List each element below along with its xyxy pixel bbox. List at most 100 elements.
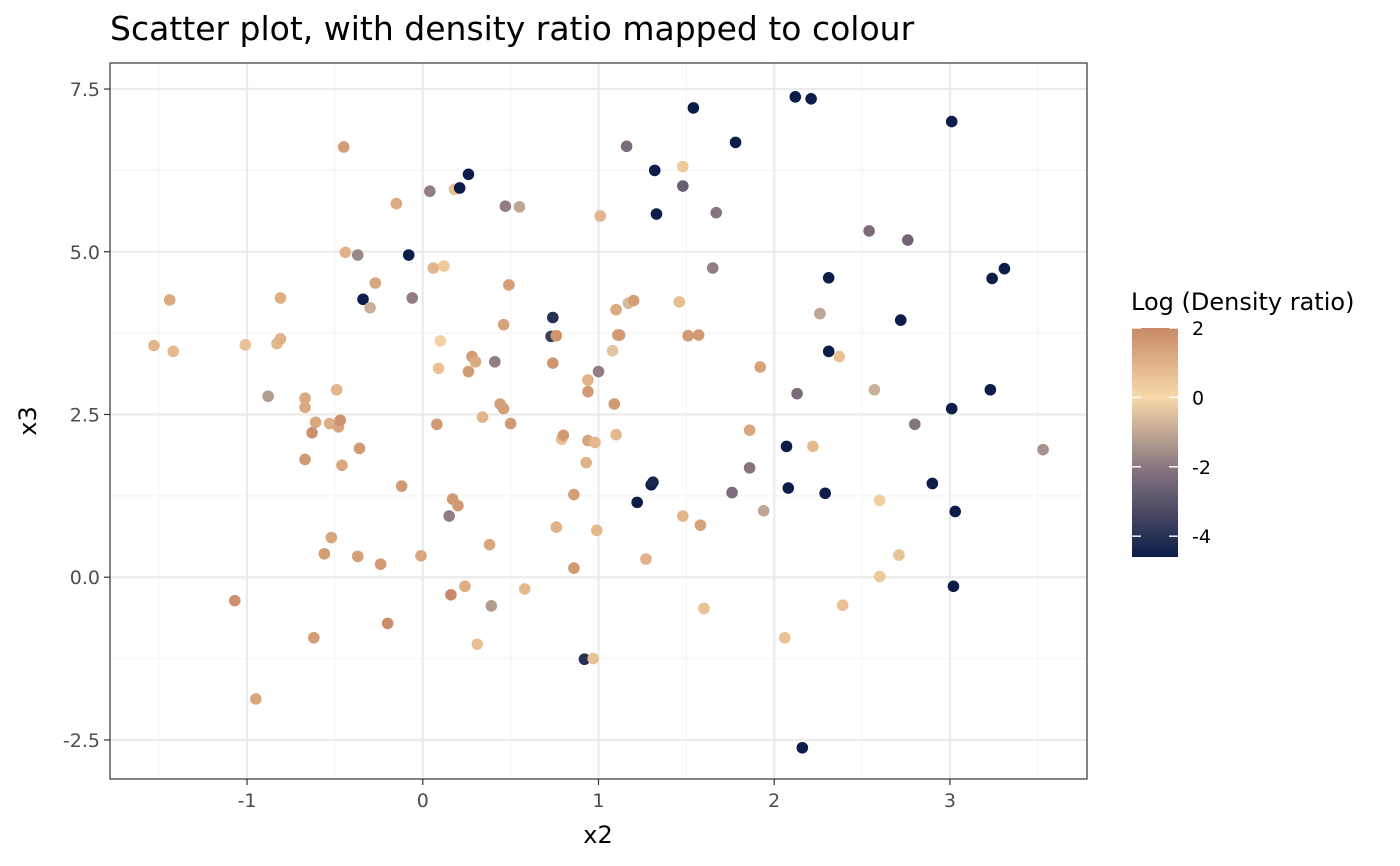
scatter-point (337, 141, 350, 153)
scatter-point (673, 296, 686, 308)
scatter-point (325, 531, 338, 544)
scatter-point (424, 185, 436, 198)
scatter-point (677, 180, 689, 192)
legend-tick-label: -2 (1192, 457, 1211, 479)
scatter-point (580, 456, 592, 469)
scatter-point (780, 440, 793, 453)
scatter-point (308, 631, 320, 644)
scatter-point (986, 272, 998, 285)
scatter-point (381, 617, 394, 630)
scatter-point (339, 246, 352, 259)
x-axis-title: x2 (583, 821, 612, 849)
scatter-point (698, 602, 710, 615)
scatter-point (729, 136, 742, 149)
scatter-point (330, 383, 343, 396)
scatter-point (513, 201, 526, 213)
scatter-point (677, 510, 689, 522)
scatter-point (406, 292, 419, 304)
y-axis: -2.5 0.0 2.5 5.0 7.5 (63, 79, 110, 752)
x-tick-label: 1 (592, 790, 604, 812)
scatter-point (557, 429, 570, 442)
scatter-point (805, 93, 817, 105)
scatter-point (868, 383, 881, 396)
scatter-point (306, 426, 318, 439)
scatter-point (873, 570, 886, 583)
scatter-point (148, 339, 160, 352)
scatter-point (836, 599, 849, 612)
scatter-point (503, 279, 515, 291)
scatter-point (587, 652, 600, 665)
colour-legend: Log (Density ratio) 2 0 -2 -4 (1131, 288, 1354, 557)
scatter-point (947, 580, 960, 593)
scatter-point (926, 477, 939, 490)
scatter-point (578, 653, 591, 666)
scatter-point (323, 417, 336, 430)
scatter-point (893, 549, 905, 561)
legend-tick-label: -4 (1192, 526, 1211, 548)
scatter-point (726, 486, 738, 499)
scatter-point (694, 519, 707, 531)
scatter-point (489, 355, 501, 368)
legend-colourbar (1132, 328, 1178, 557)
x-axis: -1 0 1 2 3 (238, 779, 956, 812)
x-tick-label: -1 (238, 790, 257, 812)
scatter-point (592, 365, 605, 378)
scatter-point (476, 411, 489, 423)
scatter-point (608, 398, 621, 410)
scatter-point (582, 385, 594, 398)
scatter-point (814, 307, 826, 320)
plot-panel (109, 62, 1088, 780)
scatter-point (743, 424, 756, 436)
scatter-point (402, 249, 415, 261)
scatter-point (445, 588, 457, 601)
scatter-point (613, 329, 626, 341)
scatter-point (650, 208, 663, 220)
scatter-point (364, 301, 376, 314)
scatter-point (369, 277, 382, 289)
scatter-point (336, 459, 348, 472)
scatter-point (167, 345, 180, 358)
scatter-point (606, 344, 619, 357)
scatter-point (239, 339, 252, 351)
scatter-point (789, 91, 802, 103)
scatter-point (822, 272, 835, 284)
scatter-point (796, 741, 809, 754)
scatter-point (483, 538, 496, 551)
scatter-point (459, 580, 471, 593)
scatter-point (682, 329, 694, 342)
y-tick-label: -2.5 (63, 730, 100, 752)
scatter-point (434, 335, 447, 347)
scatter-point (453, 182, 466, 194)
scatter-point (833, 350, 846, 363)
scatter-point (469, 355, 482, 368)
scatter-point (547, 311, 559, 324)
scatter-point (710, 206, 723, 219)
scatter-point (443, 510, 455, 522)
scatter-point (754, 361, 766, 373)
scatter-point (250, 693, 262, 705)
y-tick-label: 2.5 (70, 404, 100, 426)
scatter-point (504, 417, 517, 430)
scatter-point (984, 383, 997, 396)
scatter-point (395, 480, 408, 492)
scatter-point (471, 638, 484, 651)
legend-title: Log (Density ratio) (1131, 288, 1354, 316)
scatter-point (620, 140, 633, 153)
scatter-point (863, 225, 875, 237)
scatter-point (677, 160, 689, 173)
scatter-point (351, 550, 364, 563)
scatter-point (299, 453, 311, 466)
scatter-point (462, 365, 475, 378)
scatter-point (908, 418, 921, 431)
scatter-point (432, 362, 445, 375)
y-tick-label: 5.0 (70, 242, 100, 264)
scatter-point (590, 524, 603, 537)
scatter-point (819, 487, 831, 500)
scatter-point (610, 303, 622, 316)
scatter-point (550, 329, 563, 342)
scatter-point (318, 547, 331, 560)
scatter-point (485, 600, 498, 612)
scatter-point (415, 549, 427, 562)
scatter-point (262, 390, 274, 403)
